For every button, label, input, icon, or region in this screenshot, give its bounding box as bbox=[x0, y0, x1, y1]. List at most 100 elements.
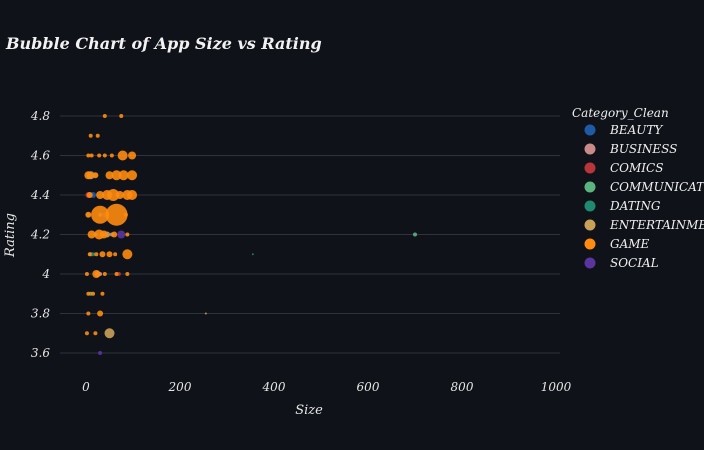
x-axis-label: Size bbox=[295, 403, 323, 418]
bubble-point[interactable] bbox=[125, 232, 130, 237]
ticks-layer: 3.6 3.8 4 4.2 4.4 4.6 4.8 0 200 400 600 800 1000 bbox=[30, 109, 572, 394]
x-tick-label: 600 bbox=[357, 380, 380, 394]
bubble-point[interactable] bbox=[413, 232, 417, 237]
legend-marker bbox=[584, 124, 596, 136]
y-tick-label: 4.2 bbox=[30, 228, 50, 242]
x-tick-label: 200 bbox=[168, 380, 192, 394]
bubble-point[interactable] bbox=[86, 192, 93, 198]
bubble-point[interactable] bbox=[84, 171, 93, 180]
legend-item-dating[interactable]: DATING bbox=[584, 199, 661, 213]
bubble-point[interactable] bbox=[86, 291, 91, 296]
legend-item-entertainment[interactable]: ENTERTAINMENT bbox=[584, 218, 704, 232]
bubble-point[interactable] bbox=[123, 212, 128, 217]
x-tick-label: 0 bbox=[82, 380, 90, 394]
y-tick-label: 4 bbox=[41, 267, 50, 281]
bubble-point[interactable] bbox=[107, 189, 120, 201]
bubble-point[interactable] bbox=[111, 170, 122, 181]
legend-item-beauty[interactable]: BEAUTY bbox=[584, 123, 664, 137]
legend-label: ENTERTAINMENT bbox=[609, 218, 704, 232]
bubble-point[interactable] bbox=[115, 191, 124, 199]
bubble-point[interactable] bbox=[102, 153, 107, 158]
bubble-point[interactable] bbox=[96, 191, 105, 199]
x-tick-label: 400 bbox=[262, 380, 286, 394]
y-tick-label: 3.6 bbox=[31, 346, 50, 360]
legend-marker bbox=[584, 200, 596, 212]
grid-layer bbox=[60, 115, 560, 354]
legend-title: Category_Clean bbox=[572, 106, 669, 120]
bubble-point[interactable] bbox=[117, 230, 126, 239]
bubble-point[interactable] bbox=[84, 331, 89, 336]
bubble-point[interactable] bbox=[105, 203, 128, 226]
bubble-point[interactable] bbox=[128, 151, 137, 160]
bubble-point[interactable] bbox=[97, 310, 104, 317]
bubble-point[interactable] bbox=[87, 252, 92, 257]
legend-marker bbox=[584, 181, 596, 193]
legend-item-social[interactable]: SOCIAL bbox=[584, 256, 659, 270]
bubble-point[interactable] bbox=[125, 272, 130, 276]
bubble-point[interactable] bbox=[97, 153, 102, 158]
bubble-point[interactable] bbox=[86, 311, 91, 316]
bubble-point[interactable] bbox=[102, 114, 107, 118]
legend-item-game[interactable]: GAME bbox=[584, 237, 650, 251]
bubble-point[interactable] bbox=[91, 205, 110, 224]
bubble-point[interactable] bbox=[85, 211, 92, 218]
bubble-point[interactable] bbox=[105, 171, 114, 180]
bubble-point[interactable] bbox=[113, 252, 118, 257]
legend-label: GAME bbox=[610, 237, 650, 251]
y-tick-label: 4.6 bbox=[30, 149, 50, 163]
bubble-point[interactable] bbox=[118, 170, 129, 181]
bubble-point[interactable] bbox=[92, 172, 99, 179]
points-layer bbox=[84, 114, 417, 355]
legend-label: DATING bbox=[609, 199, 661, 213]
bubble-point[interactable] bbox=[98, 351, 103, 355]
bubble-point[interactable] bbox=[99, 251, 106, 258]
legend-label: COMMUNICATION bbox=[610, 180, 704, 194]
legend-marker bbox=[584, 257, 596, 269]
bubble-point[interactable] bbox=[94, 252, 99, 257]
x-tick-label: 800 bbox=[451, 380, 474, 394]
y-tick-label: 4.8 bbox=[30, 109, 50, 123]
legend-item-business[interactable]: BUSINESS bbox=[584, 142, 678, 156]
y-tick-label: 4.4 bbox=[30, 188, 50, 202]
bubble-point[interactable] bbox=[109, 153, 114, 158]
legend-item-communication[interactable]: COMMUNICATION bbox=[584, 180, 704, 194]
bubble-point[interactable] bbox=[251, 253, 254, 256]
x-tick-label: 1000 bbox=[541, 380, 572, 394]
legend-marker bbox=[584, 219, 596, 231]
bubble-point[interactable] bbox=[92, 270, 101, 278]
legend-label: BUSINESS bbox=[609, 142, 677, 156]
bubble-point[interactable] bbox=[114, 272, 119, 276]
bubble-point[interactable] bbox=[117, 150, 128, 161]
series-social bbox=[98, 230, 126, 355]
bubble-point[interactable] bbox=[89, 153, 94, 158]
bubble-point[interactable] bbox=[95, 133, 100, 138]
bubble-point[interactable] bbox=[127, 190, 138, 200]
bubble-point[interactable] bbox=[111, 231, 118, 238]
legend-marker bbox=[584, 162, 596, 174]
y-axis-label: Rating bbox=[3, 213, 18, 258]
bubble-point[interactable] bbox=[102, 272, 107, 276]
legend-marker bbox=[584, 238, 596, 250]
legend[interactable]: BEAUTY BUSINESS COMICS COMMUNICATION DATING E… bbox=[584, 123, 704, 270]
bubble-point[interactable] bbox=[93, 331, 98, 336]
bubble-point[interactable] bbox=[87, 230, 96, 239]
bubble-point[interactable] bbox=[99, 230, 108, 239]
series-game bbox=[84, 114, 138, 336]
bubble-point[interactable] bbox=[104, 328, 115, 339]
bubble-point[interactable] bbox=[119, 114, 124, 118]
bubble-point[interactable] bbox=[88, 133, 93, 138]
chart-title: Bubble Chart of App Size vs Rating bbox=[5, 34, 322, 53]
bubble-point[interactable] bbox=[91, 252, 96, 257]
bubble-point[interactable] bbox=[84, 272, 89, 276]
bubble-point[interactable] bbox=[122, 249, 133, 260]
bubble-point[interactable] bbox=[91, 291, 96, 296]
bubble-point[interactable] bbox=[204, 312, 207, 315]
bubble-point[interactable] bbox=[106, 251, 113, 258]
legend-item-comics[interactable]: COMICS bbox=[584, 161, 664, 175]
legend-label: SOCIAL bbox=[610, 256, 659, 270]
bubble-point[interactable] bbox=[127, 170, 138, 181]
bubble-point[interactable] bbox=[100, 291, 105, 296]
bubble-point[interactable] bbox=[86, 153, 91, 158]
